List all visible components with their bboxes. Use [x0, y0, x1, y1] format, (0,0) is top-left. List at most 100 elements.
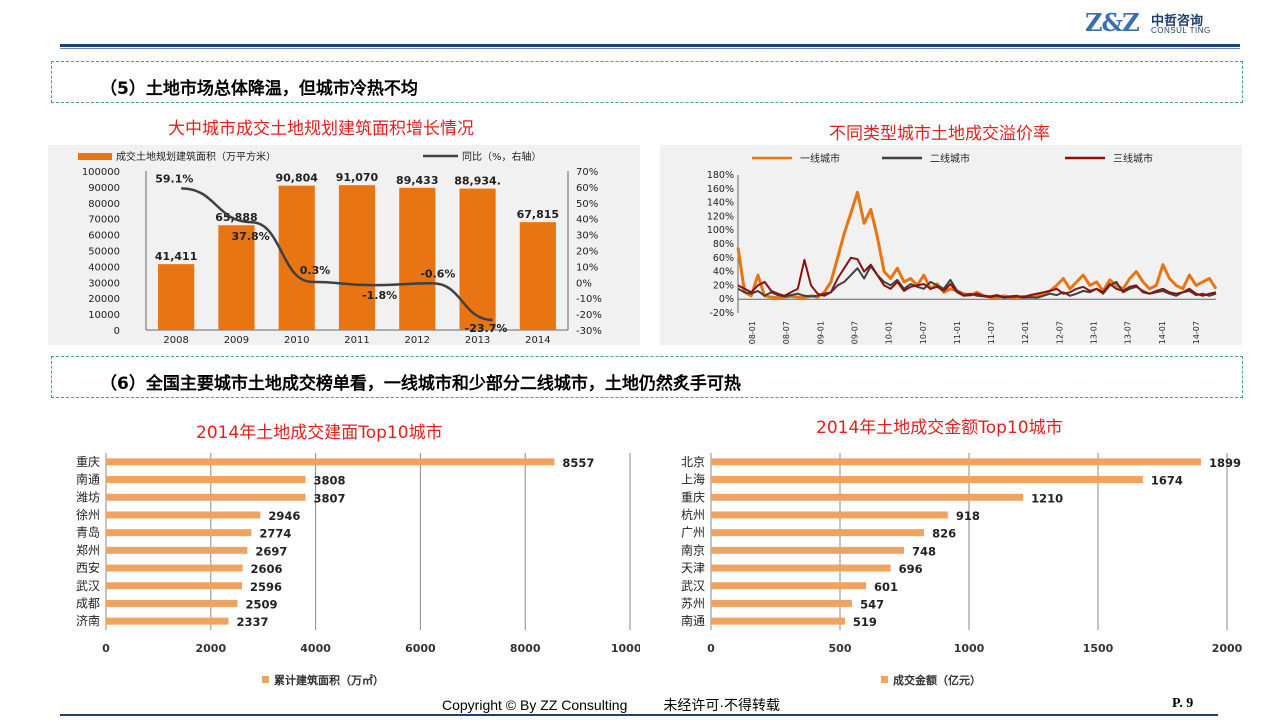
chart3-value-label: 2697 [255, 544, 287, 558]
chart4-value-label: 547 [860, 597, 884, 611]
chart1-y2tick: 70% [576, 167, 598, 178]
chart1-bar-label: 91,070 [336, 171, 379, 184]
chart1-y2tick: 30% [576, 231, 598, 242]
chart1-bar-line: 成交土地规划建筑面积（万平方米） 同比（%，右轴） 0 10000 20000 30000… [48, 145, 640, 345]
chart1-y2tick: -30% [576, 326, 602, 337]
chart1-y2tick: 50% [576, 199, 598, 210]
chart1-y2tick: 10% [576, 262, 598, 273]
chart3-value-label: 3808 [314, 474, 346, 488]
chart3-value-label: 2774 [259, 527, 291, 541]
chart1-bar [218, 225, 255, 330]
chart2-ytick: 20% [713, 280, 734, 291]
chart3-value-label: 2946 [268, 509, 300, 523]
chart1-bar [158, 264, 195, 330]
chart1-bar-label: 67,815 [517, 208, 559, 221]
chart1-yoy-line [181, 187, 493, 322]
chart3-value-label: 2596 [250, 580, 282, 594]
chart2-ytick: 180% [707, 170, 734, 181]
chart2-ytick: 0% [719, 294, 734, 305]
chart4-category: 南通 [681, 613, 705, 628]
chart1-bar-label: 90,804 [275, 172, 318, 185]
chart3-bar [106, 493, 306, 501]
header-rule [60, 44, 1240, 47]
chart2-legend-label: 二线城市 [930, 152, 970, 165]
chart1-ytick: 10000 [88, 310, 120, 321]
chart2-xtick: 2014-07 [1192, 321, 1201, 345]
chart3-category: 重庆 [76, 455, 100, 469]
chart1-y2tick: 40% [576, 215, 598, 226]
chart2-xtick: 2011-07 [987, 321, 996, 345]
chart2-line: 一线城市 二线城市 三线城市 -20% 0% 20% 40% 60% 80% 100% 120% 14… [660, 145, 1242, 345]
footer-rule [60, 714, 1218, 716]
chart4-value-label: 696 [899, 562, 923, 576]
chart3-category: 成都 [76, 596, 100, 610]
chart4-category: 苏州 [681, 596, 705, 610]
chart4-value-label: 826 [932, 527, 956, 541]
chart2-ytick: 140% [707, 198, 734, 209]
chart1-xtick: 2008 [163, 335, 188, 345]
chart3-legend-swatch [262, 676, 269, 683]
chart4-bar [711, 546, 904, 554]
chart1-xtick: 2012 [405, 335, 430, 345]
chart2-xtick: 2010-07 [919, 321, 928, 345]
chart1-legend-line-label: 同比（%，右轴） [462, 150, 542, 163]
chart2-legend-label: 三线城市 [1113, 152, 1153, 165]
chart3-legend-label: 累计建筑面积（万㎡） [274, 673, 384, 687]
chart4-title: 2014年土地成交金额Top10城市 [816, 418, 1063, 438]
chart1-legend-bar-label: 成交土地规划建筑面积（万平方米） [116, 150, 276, 163]
chart3-bar [106, 617, 229, 625]
chart4-hbar: 0 500 1000 1500 2000 北京 1899 上海 1674 重庆 1210 杭州 918 广… [681, 453, 1243, 687]
chart1-y2tick: 20% [576, 247, 598, 258]
chart3-bar [106, 582, 243, 590]
chart1-yoy-label: 59.1% [155, 172, 193, 185]
chart1-bar [399, 187, 436, 330]
chart3-bar [106, 476, 306, 484]
chart3-xtick: 2000 [195, 642, 226, 655]
chart1-bar-label: 41,411 [155, 250, 197, 263]
chart4-bar [711, 582, 867, 590]
chart4-bar [711, 529, 925, 537]
chart1-yoy-label: 0.3% [300, 264, 331, 277]
chart4-bar [711, 617, 845, 625]
chart2-legend-label: 一线城市 [800, 152, 840, 165]
chart2-xtick: 2010-01 [885, 321, 894, 345]
chart2-ytick: -20% [709, 308, 734, 319]
chart1-yoy-label: -23.7% [465, 322, 508, 335]
chart4-bar [711, 511, 948, 519]
chart3-xtick: 0 [102, 642, 110, 655]
chart3-category: 郑州 [76, 542, 100, 557]
chart4-legend-label: 成交金额（亿元） [893, 673, 981, 687]
chart2-xtick: 2011-01 [953, 321, 962, 345]
chart4-category: 天津 [681, 561, 705, 575]
chart1-ytick: 80000 [88, 199, 120, 210]
chart1-y2tick: -20% [576, 310, 602, 321]
chart1-title: 大中城市成交土地规划建筑面积增长情况 [168, 119, 474, 139]
chart3-xtick: 4000 [300, 642, 331, 655]
chart1-y2tick: 0% [576, 278, 592, 289]
copyright-text: Copyright © By ZZ Consulting [442, 697, 628, 713]
chart1-yoy-label: -0.6% [420, 267, 455, 280]
chart1-xtick: 2013 [465, 335, 490, 345]
chart4-bar [711, 564, 891, 572]
chart1-ytick: 50000 [88, 247, 120, 258]
chart1-ytick: 40000 [88, 262, 120, 273]
chart1-y2tick: -10% [576, 294, 602, 305]
chart3-bar [106, 458, 555, 466]
chart4-bar [711, 476, 1143, 484]
chart2-xtick: 2014-01 [1158, 321, 1167, 345]
chart3-xtick: 10000 [611, 642, 640, 655]
chart3-value-label: 8557 [562, 456, 594, 470]
chart1-bar-label: 88,934. [454, 175, 501, 188]
section-6-heading: （6）全国主要城市土地成交榜单看，一线城市和少部分二线城市，土地仍然炙手可热 [100, 374, 741, 394]
chart3-category: 武汉 [76, 579, 100, 593]
chart2-ytick: 160% [707, 184, 734, 195]
chart1-ytick: 30000 [88, 278, 120, 289]
chart3-category: 济南 [76, 613, 100, 628]
chart2-xtick: 2012-07 [1055, 321, 1064, 345]
chart4-xtick: 500 [829, 642, 852, 655]
company-logo: Z&Z 中哲咨询 CONSUL TING [1085, 8, 1215, 38]
chart3-bar [106, 529, 252, 537]
chart4-value-label: 1674 [1151, 474, 1183, 488]
logo-mark: Z&Z [1085, 8, 1140, 37]
chart3-value-label: 2509 [245, 597, 277, 611]
